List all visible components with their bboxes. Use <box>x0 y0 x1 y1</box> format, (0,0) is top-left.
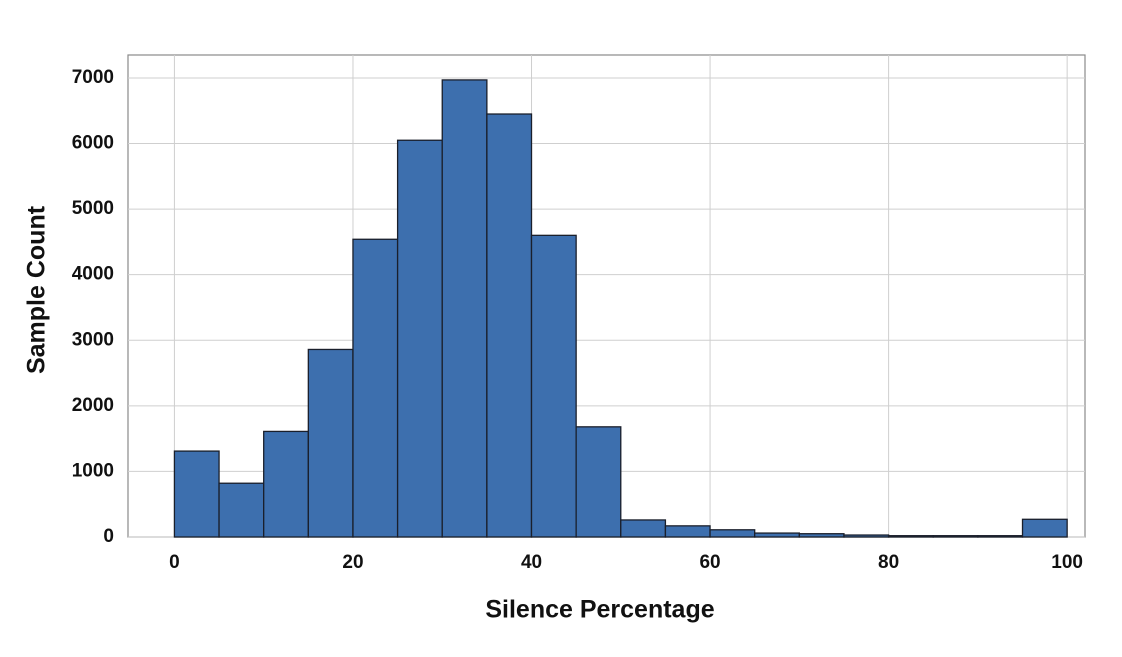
histogram-bar <box>173 450 220 538</box>
y-tick-label: 7000 <box>72 67 114 88</box>
x-tick-label: 20 <box>342 552 363 573</box>
histogram-bar <box>575 426 622 538</box>
histogram-bar <box>263 430 309 538</box>
y-axis-label: Sample Count <box>23 205 51 374</box>
y-tick-label: 3000 <box>72 329 114 350</box>
y-tick-label: 0 <box>103 526 114 547</box>
histogram-bar <box>798 533 845 538</box>
histogram-bar <box>932 535 979 538</box>
histogram-bar <box>486 113 533 538</box>
histogram-bar <box>977 535 1024 538</box>
x-axis-label: Silence Percentage <box>485 596 714 624</box>
histogram-bar <box>664 525 711 538</box>
histogram-bar <box>620 519 667 538</box>
y-tick-label: 4000 <box>72 264 114 285</box>
x-tick-label: 60 <box>699 552 720 573</box>
histogram-bar <box>441 79 488 538</box>
y-tick-label: 2000 <box>72 395 114 416</box>
histogram-bar <box>754 532 800 538</box>
histogram-bar <box>352 238 399 538</box>
x-tick-label: 0 <box>169 552 180 573</box>
x-tick-label: 100 <box>1051 552 1083 573</box>
histogram-bar <box>887 535 934 538</box>
histogram-bar <box>1021 518 1068 538</box>
x-tick-label: 80 <box>878 552 899 573</box>
x-tick-label: 40 <box>521 552 542 573</box>
histogram-bar <box>396 139 443 538</box>
histogram-bar <box>530 234 577 538</box>
y-tick-label: 6000 <box>72 133 114 154</box>
y-tick-label: 5000 <box>72 198 114 219</box>
histogram-bar <box>307 348 354 538</box>
histogram-bar <box>709 529 756 538</box>
histogram-bar <box>843 534 890 538</box>
histogram-bar <box>218 482 265 538</box>
y-tick-label: 1000 <box>72 460 114 481</box>
